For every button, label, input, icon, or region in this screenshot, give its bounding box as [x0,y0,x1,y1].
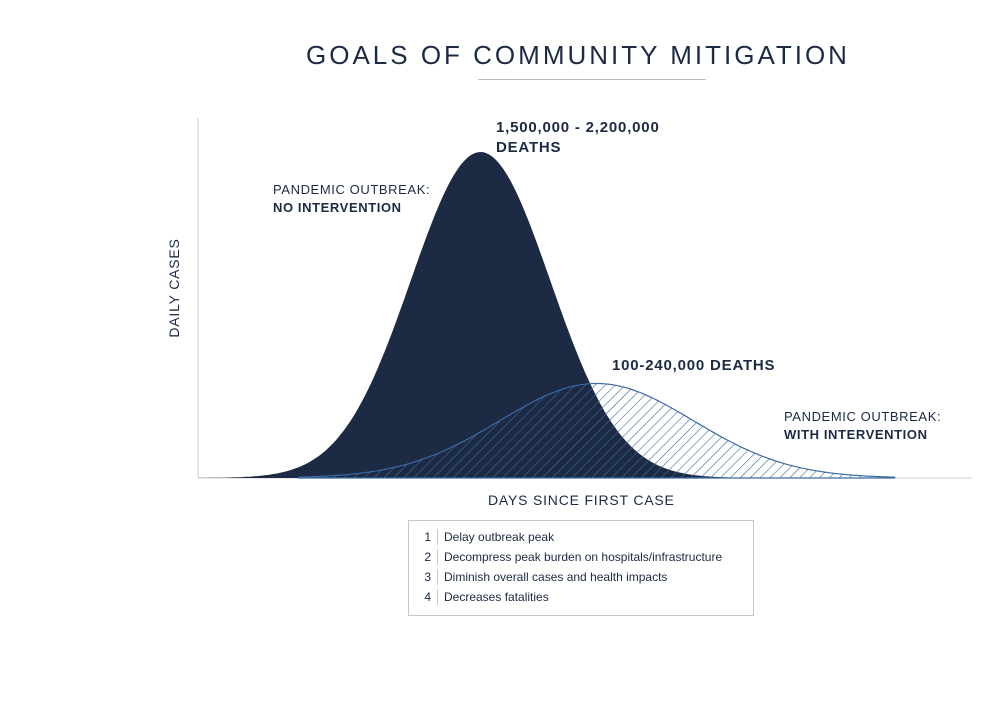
label-with-intervention: PANDEMIC OUTBREAK: WITH INTERVENTION [784,408,941,444]
goal-number: 4 [424,590,431,604]
title-underline [478,79,706,80]
goal-item: 1 Delay outbreak peak [409,527,753,547]
peak-with-intervention-line1: 100-240,000 DEATHS [612,357,776,374]
goal-divider [437,589,438,605]
goal-text: Decreases fatalities [444,590,549,604]
goal-divider [437,569,438,585]
goal-text: Decompress peak burden on hospitals/infr… [444,550,723,564]
peak-no-intervention-line1: 1,500,000 - 2,200,000 [496,119,660,136]
goal-divider [437,529,438,545]
curve-no-intervention [198,152,740,478]
peak-label-no-intervention: 1,500,000 - 2,200,000 DEATHS [496,118,660,158]
x-axis-label: DAYS SINCE FIRST CASE [488,492,675,508]
goals-list: 1 Delay outbreak peak 2 Decompress peak … [408,520,754,616]
curve-with-intervention [298,382,896,479]
goal-text: Delay outbreak peak [444,530,555,544]
goal-number: 2 [424,550,431,564]
peak-label-with-intervention: 100-240,000 DEATHS [612,356,775,376]
goal-item: 3 Diminish overall cases and health impa… [409,567,753,587]
label-with-intervention-line2: WITH INTERVENTION [784,427,928,442]
y-axis-label: DAILY CASES [166,238,182,338]
label-no-intervention-line2: NO INTERVENTION [273,200,402,215]
goal-item: 4 Decreases fatalities [409,587,753,607]
goal-text: Diminish overall cases and health impact… [444,570,668,584]
goal-number: 3 [424,570,431,584]
goal-divider [437,549,438,565]
label-no-intervention: PANDEMIC OUTBREAK: NO INTERVENTION [273,181,430,217]
goal-item: 2 Decompress peak burden on hospitals/in… [409,547,753,567]
label-with-intervention-line1: PANDEMIC OUTBREAK: [784,409,942,424]
label-no-intervention-line1: PANDEMIC OUTBREAK: [273,182,431,197]
peak-no-intervention-line2: DEATHS [496,139,562,156]
chart-title: GOALS OF COMMUNITY MITIGATION [306,40,850,70]
goal-number: 1 [424,530,431,544]
